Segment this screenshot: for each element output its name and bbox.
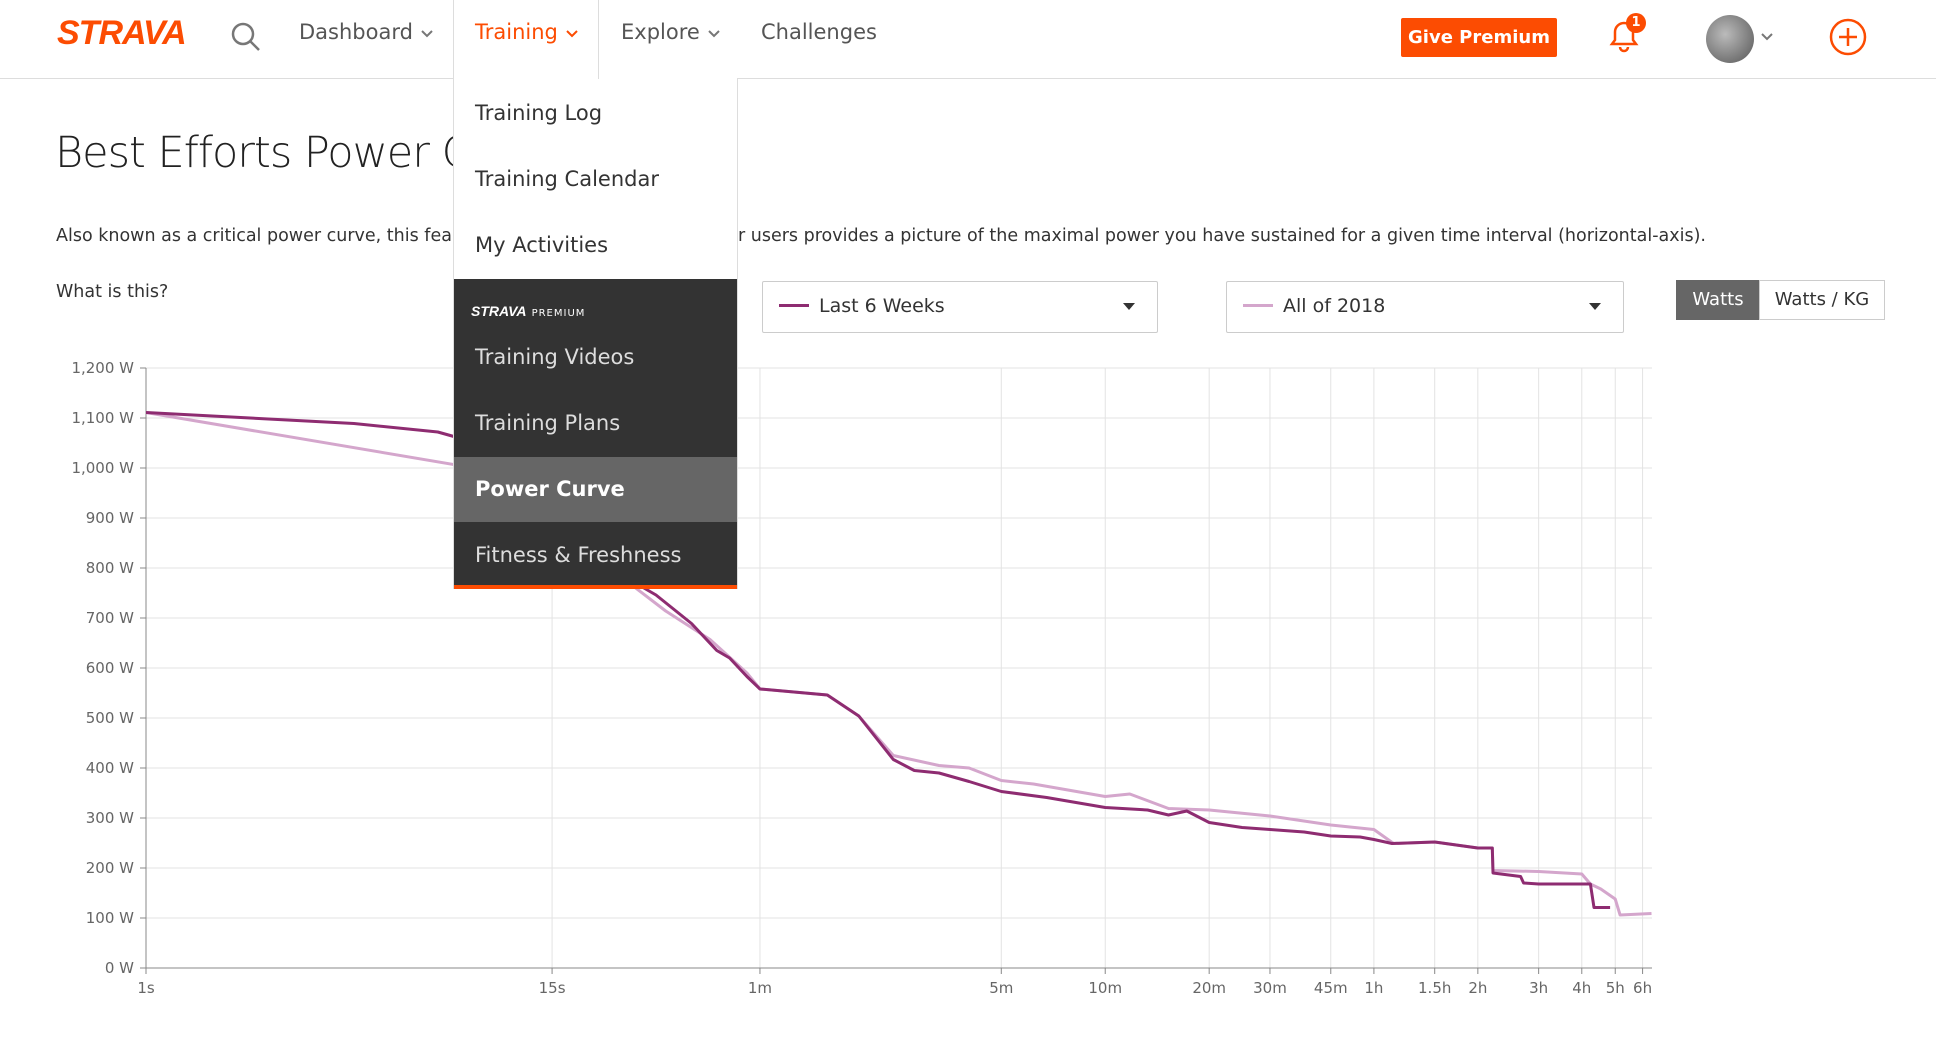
menu-item[interactable]: My Activities — [475, 233, 609, 257]
y-tick-label: 1,200 W — [71, 359, 134, 377]
x-tick-label: 1s — [137, 979, 155, 997]
y-tick-label: 0 W — [105, 959, 134, 977]
active-item-bg — [454, 457, 737, 522]
nav-label: Training — [475, 20, 558, 44]
caret — [1123, 303, 1135, 310]
y-tick-label: 600 W — [86, 659, 134, 677]
chevron — [565, 30, 578, 38]
search-icon[interactable] — [230, 21, 262, 53]
y-tick-label: 400 W — [86, 759, 134, 777]
premium-tag: PREMIUM — [531, 308, 586, 319]
premium-logo: STRAVA — [471, 303, 527, 319]
nav-dashboard[interactable]: Dashboard — [299, 20, 434, 44]
x-tick-label: 2h — [1468, 979, 1487, 997]
upload-button[interactable] — [1828, 17, 1868, 57]
unit-toggle-active[interactable]: Watts — [1676, 280, 1760, 320]
give-premium-button[interactable]: Give Premium — [1401, 18, 1557, 57]
y-tick-label: 700 W — [86, 609, 134, 627]
power-curve-line — [145, 411, 1611, 909]
legend-swatch — [1243, 304, 1273, 307]
training-menu: Training Log Training Calendar My Activi… — [453, 78, 738, 589]
y-tick-label: 500 W — [86, 709, 134, 727]
y-tick-label: 900 W — [86, 509, 134, 527]
nav-label: Dashboard — [299, 20, 413, 44]
nav-label: Explore — [621, 20, 700, 44]
compare-select[interactable]: All of 2018 — [1226, 281, 1624, 333]
caret — [1589, 303, 1601, 310]
nav-training-tab[interactable]: Training — [453, 0, 599, 79]
premium-item[interactable]: Training Videos — [475, 345, 635, 369]
x-tick-label: 15s — [539, 979, 566, 997]
avatar[interactable] — [1706, 15, 1754, 63]
legend-swatch — [779, 304, 809, 307]
logo[interactable]: STRAVA — [57, 14, 187, 52]
premium-item[interactable]: Fitness & Freshness — [475, 543, 682, 567]
x-tick-label: 5m — [989, 979, 1013, 997]
legend-label: All of 2018 — [1283, 295, 1386, 317]
y-tick-label: 800 W — [86, 559, 134, 577]
description-start: Also known as a critical power curve, th… — [56, 226, 452, 246]
nav-explore[interactable]: Explore — [621, 20, 721, 44]
x-tick-label: 5h — [1606, 979, 1625, 997]
y-tick-label: 200 W — [86, 859, 134, 877]
y-tick-label: 1,100 W — [71, 409, 134, 427]
description-end: r users provides a picture of the maxima… — [738, 226, 1706, 246]
x-tick-label: 6h — [1633, 979, 1652, 997]
x-tick-label: 45m — [1314, 979, 1348, 997]
period-select[interactable]: Last 6 Weeks — [762, 281, 1158, 333]
legend-label: Last 6 Weeks — [819, 295, 945, 317]
menu-item[interactable]: Training Calendar — [475, 167, 659, 191]
premium-section: STRAVA PREMIUM Training Videos Training … — [454, 279, 737, 589]
x-tick-label: 1m — [748, 979, 772, 997]
x-tick-label: 10m — [1088, 979, 1122, 997]
menu-item[interactable]: Training Log — [475, 101, 603, 125]
y-tick-label: 1,000 W — [71, 459, 134, 477]
x-tick-label: 1.5h — [1418, 979, 1451, 997]
power-curve-line — [145, 411, 1652, 917]
x-tick-label: 4h — [1572, 979, 1591, 997]
x-tick-label: 1h — [1364, 979, 1383, 997]
notification-badge: 1 — [1626, 13, 1646, 33]
premium-item[interactable]: Training Plans — [475, 411, 621, 435]
help-link[interactable]: What is this? — [56, 282, 169, 302]
premium-header: STRAVA PREMIUM — [471, 301, 585, 320]
y-tick-label: 300 W — [86, 809, 134, 827]
chevron — [707, 30, 720, 38]
x-tick-label: 30m — [1253, 979, 1287, 997]
unit-toggle[interactable]: Watts / KG — [1759, 280, 1885, 320]
y-tick-label: 100 W — [86, 909, 134, 927]
x-tick-label: 3h — [1529, 979, 1548, 997]
x-tick-label: 20m — [1192, 979, 1226, 997]
premium-item-active[interactable]: Power Curve — [475, 477, 625, 501]
nav-challenges[interactable]: Challenges — [761, 20, 877, 44]
top-nav: STRAVA Dashboard Training Explore Challe… — [0, 0, 1936, 79]
chevron — [420, 30, 433, 38]
chevron — [1761, 33, 1773, 41]
